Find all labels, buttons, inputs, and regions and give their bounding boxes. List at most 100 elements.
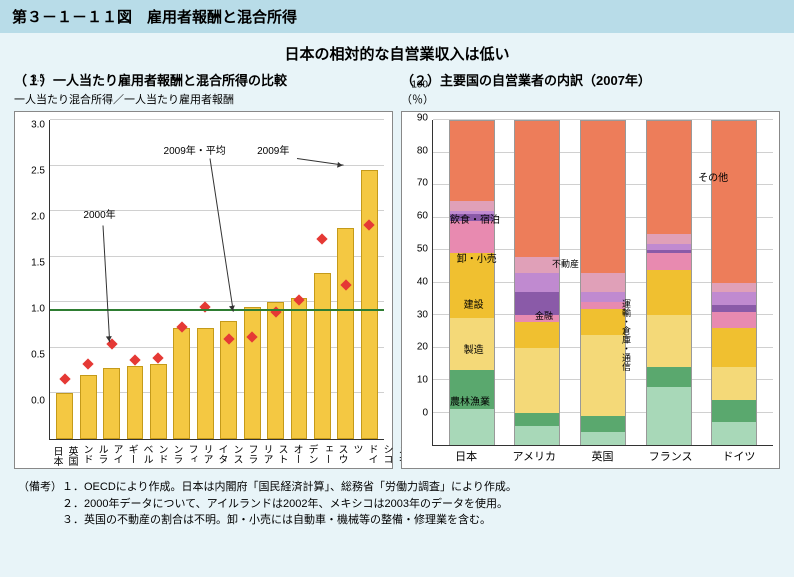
chart2-segment — [646, 234, 692, 244]
chart2-stacked-bar — [646, 120, 692, 445]
chart1-ytick: 3.5 — [31, 74, 45, 85]
chart1-xlabel: ベルギー — [124, 442, 154, 468]
chart1-bar-slot — [287, 120, 310, 439]
chart2-segment — [514, 348, 560, 413]
chart2-xlabel: ドイツ — [712, 448, 767, 466]
chart1-xlabel: ドイツ — [349, 442, 379, 468]
note-2: ２．2000年データについて、アイルランドは2002年、メキシコは2003年のデ… — [62, 496, 508, 513]
chart1-bar — [314, 273, 331, 439]
chart1-ytick: 0.0 — [31, 396, 45, 407]
chart2-segment-label: その他 — [698, 169, 728, 184]
chart1-bar — [267, 302, 284, 439]
chart1-marker — [82, 358, 93, 369]
chart1-bar-slot — [240, 120, 263, 439]
chart1-ytick: 3.0 — [31, 120, 45, 131]
chart1-bar-slot — [100, 120, 123, 439]
chart1-column: （１）一人当たり雇用者報酬と混合所得の比較 一人当たり混合所得／一人当たり雇用者… — [14, 70, 393, 469]
chart2-segment — [514, 273, 560, 293]
chart2-segment-label: 卸・小売 — [457, 250, 497, 265]
chart2-segment — [711, 292, 757, 305]
chart2-segment — [711, 400, 757, 423]
chart2-xlabel: フランス — [643, 448, 698, 466]
chart1-xlabel: スウェーデン — [304, 442, 349, 468]
chart2-segment — [514, 322, 560, 348]
chart2-segment — [711, 283, 757, 293]
chart1-bar — [56, 393, 73, 439]
chart2-segment — [646, 270, 692, 316]
chart2-segment-label: 金融 — [535, 309, 553, 322]
chart2-ytick: 50 — [417, 244, 428, 255]
chart2-stacked-bar — [580, 120, 626, 445]
chart2-segment — [514, 426, 560, 446]
chart1-bar-slot — [194, 120, 217, 439]
chart2-segment — [711, 367, 757, 400]
chart1-marker — [317, 233, 328, 244]
chart2-segment-label: 農林漁業 — [450, 393, 490, 408]
chart2-ytick: 40 — [417, 276, 428, 287]
chart2-ytick: 60 — [417, 211, 428, 222]
chart1-bar — [244, 307, 261, 439]
chart1-xlabel: フランス — [229, 442, 259, 468]
chart2-segment — [449, 120, 495, 201]
chart1-xlabel: フィンランド — [154, 442, 199, 468]
chart1-ytick: 1.0 — [31, 304, 45, 315]
chart1-bar-slot — [76, 120, 99, 439]
chart2-segment — [514, 120, 560, 257]
chart1-bar — [150, 364, 167, 439]
chart2-segment — [646, 120, 692, 234]
chart1-ytick: 2.0 — [31, 212, 45, 223]
chart2-segment — [580, 432, 626, 445]
chart1-title: （１）一人当たり雇用者報酬と混合所得の比較 — [14, 70, 393, 91]
chart1-marker — [129, 355, 140, 366]
chart1-bar-slot — [357, 120, 380, 439]
note-1: １．OECDにより作成。日本は内閣府「国民経済計算」、総務省「労働力調査」により… — [62, 479, 517, 496]
chart2-frame: 0102030405060708090100 飲食・宿泊卸・小売建設製造農林漁業… — [401, 111, 780, 469]
chart1-bar-slot — [123, 120, 146, 439]
chart1-bar — [361, 170, 378, 439]
chart2-segment — [580, 416, 626, 432]
chart2-segment — [449, 201, 495, 211]
chart1-marker — [59, 373, 70, 384]
chart1-ytick: 1.5 — [31, 258, 45, 269]
chart1-xlabel: イタリア — [199, 442, 229, 468]
chart2-xlabel: アメリカ — [507, 448, 562, 466]
chart2-segment-label: 不動産 — [552, 257, 579, 270]
chart2-ytick: 80 — [417, 145, 428, 156]
chart2-segment — [646, 315, 692, 367]
chart1-marker — [153, 352, 164, 363]
chart1-bar — [127, 366, 144, 439]
chart2-segment — [646, 387, 692, 446]
chart1-frame: 0.00.51.01.52.02.53.03.5 2009年・平均 2000年 … — [14, 111, 393, 469]
chart1-subtitle: 一人当たり混合所得／一人当たり雇用者報酬 — [14, 91, 393, 111]
chart2-segment — [711, 120, 757, 283]
chart2-ytick: 20 — [417, 342, 428, 353]
chart1-bar — [173, 328, 190, 439]
chart2-segment — [514, 413, 560, 426]
chart1-bar-slot — [147, 120, 170, 439]
chart2-segment-label: 製造 — [464, 341, 484, 356]
chart2-segment — [711, 422, 757, 445]
chart1-xlabel: アイルランド — [79, 442, 124, 468]
chart1-bar — [103, 368, 120, 439]
chart2-segment — [711, 328, 757, 367]
chart2-segment — [580, 120, 626, 273]
chart2-ytick: 0 — [422, 408, 428, 419]
chart2-ytick: 90 — [417, 112, 428, 123]
chart2-title: （２）主要国の自営業者の内訳（2007年） — [401, 70, 780, 91]
chart2-ytick: 30 — [417, 309, 428, 320]
chart1-bar-slot — [53, 120, 76, 439]
chart1-bar — [337, 228, 354, 439]
chart2-xlabel: 日本 — [439, 448, 494, 466]
notes-prefix: （備考） — [18, 479, 62, 496]
chart2-segment-label: 運輸・倉庫・通信 — [620, 299, 633, 371]
chart2-segment-label: 飲食・宿泊 — [450, 211, 500, 226]
note-3: ３．英国の不動産の割合は不明。卸・小売には自動車・機械等の整備・修理業を含む。 — [62, 512, 491, 529]
chart2-segment — [711, 312, 757, 328]
chart1-bar — [80, 375, 97, 439]
chart1-bar-slot — [311, 120, 334, 439]
chart2-segment — [646, 367, 692, 387]
chart1-ytick: 2.5 — [31, 166, 45, 177]
chart1-xlabel: 英国 — [64, 442, 79, 468]
chart2-column: （２）主要国の自営業者の内訳（2007年） （％） 01020304050607… — [401, 70, 780, 469]
chart2-segment — [449, 409, 495, 445]
